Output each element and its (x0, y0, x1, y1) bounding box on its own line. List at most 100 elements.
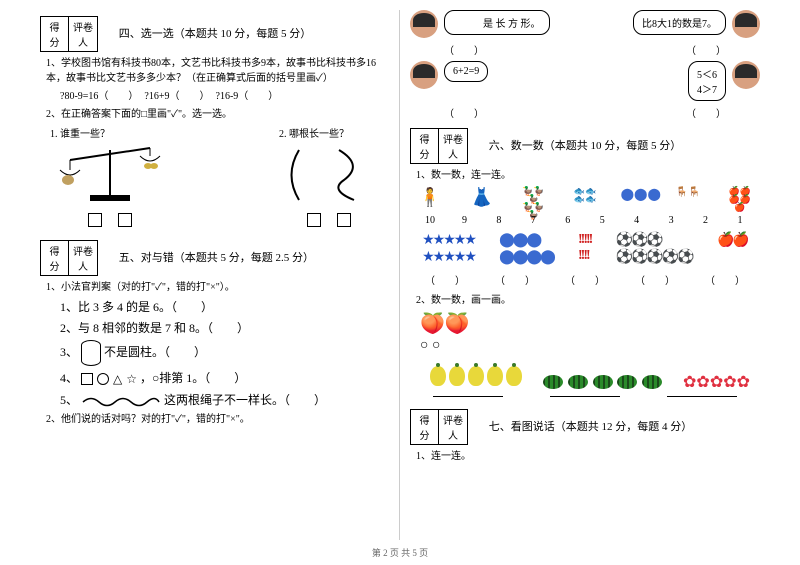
s5-s1: 1、比 3 多 4 的是 6。（ ） (60, 298, 389, 316)
watermelon-icon (568, 375, 588, 389)
paren-text: （ ） (444, 42, 484, 57)
paren-text: （ ） (565, 272, 605, 287)
score-box: 得分 评卷人 (40, 240, 98, 276)
watermelon-icon (642, 375, 662, 389)
blank-line[interactable] (550, 396, 620, 397)
watermelon-icon (617, 375, 637, 389)
s7-q1: 1、连一连。 (416, 449, 760, 464)
s4-opt1: ?80-9=16（ ） (60, 89, 138, 104)
paren-text: （ ） (425, 272, 465, 287)
speech-bubble-3: 6+2=9 (444, 61, 488, 82)
grader-label: 评卷人 (69, 241, 97, 275)
num: 1 (724, 215, 756, 226)
stars-group: ★★★★★★★★★★ (422, 232, 475, 266)
avatar-icon (410, 10, 438, 38)
circle-icon (97, 373, 109, 385)
fish-icon: 🐟🐟🐟🐟 (569, 187, 601, 211)
square-icon (81, 373, 93, 385)
section-5-header: 得分 评卷人 五、对与错（本题共 5 分，每题 2.5 分） (40, 240, 389, 276)
section-6-title: 六、数一数（本题共 10 分，每题 5 分） (489, 137, 682, 153)
circle-draw-row: ○ ○ (420, 338, 760, 354)
s5-q2-text: 2、他们说的话对吗？对的打"✓"，错的打"×"。 (46, 412, 389, 427)
soldier-icon: 🧍 (414, 187, 446, 211)
s5-s3-pre: 3、 (60, 345, 78, 359)
s5-s4: 4、 △ ☆ ，○排第 1。（ ） (60, 369, 389, 388)
speech-paren-1: （ ） （ ） (410, 42, 760, 57)
apple-group: 🍎🍎 (717, 232, 748, 266)
s6-q1: 1、数一数，连一连。 (416, 168, 760, 183)
count-numbers-row: 10 9 8 7 6 5 4 3 2 1 (410, 215, 760, 226)
checkbox[interactable] (88, 213, 102, 227)
checkbox[interactable] (118, 213, 132, 227)
speech-bubble-2: 比8大1的数是7。 (633, 10, 726, 35)
score-box: 得分 评卷人 (40, 16, 98, 52)
balance-compare: 1. 谁重一些？ 2. 哪根长一些？ (40, 125, 389, 230)
blank-line[interactable] (667, 396, 737, 397)
num: 7 (517, 215, 549, 226)
flowers-group: ✿✿✿✿✿ (683, 372, 750, 392)
avatar-icon (732, 10, 760, 38)
lemon-icon (506, 366, 522, 386)
speech-paren-2: （ ） （ ） (410, 105, 760, 120)
peach-row: 🍑🍑 (420, 311, 760, 336)
speech-bubble-4: 5＜6 4＞7 (688, 61, 726, 101)
s4-opt3: ?16-9（ ） (216, 89, 279, 104)
blank-line[interactable] (433, 396, 503, 397)
dress-icon: 👗 (466, 187, 498, 211)
section-7-title: 七、看图说话（本题共 12 分，每题 4 分） (489, 418, 693, 434)
cylinder-icon (81, 340, 101, 366)
s4-opt2: ?16+9（ ） (144, 89, 209, 104)
section-4-title: 四、选一选（本题共 10 分，每题 5 分） (119, 25, 312, 41)
paren-text: （ ） (686, 105, 726, 120)
s5-s3: 3、 不是圆柱。（ ） (60, 340, 389, 366)
s5-s5: 5、 这两根绳子不一样长。（ ） (60, 391, 389, 409)
score-label: 得分 (41, 241, 69, 275)
lemon-icon (430, 366, 446, 386)
count-groups-row: ★★★★★★★★★★ ⬤⬤⬤⬤⬤⬤⬤ !!!!!!!!! ⚽⚽⚽⚽⚽⚽⚽⚽ 🍎🍎 (410, 232, 760, 266)
speech-bubble-1: 是 长 方 形。 (444, 10, 550, 35)
balance-left: 1. 谁重一些？ (50, 125, 170, 230)
s5-s3-post: 不是圆柱。（ ） (104, 345, 206, 359)
underline-row (410, 396, 760, 397)
left-column: 得分 评卷人 四、选一选（本题共 10 分，每题 5 分） 1、学校图书馆有科技… (30, 10, 400, 540)
section-6-header: 得分 评卷人 六、数一数（本题共 10 分，每题 5 分） (410, 128, 760, 164)
s5-s4-pre: 4、 (60, 371, 78, 385)
flower-icon: ✿✿✿✿✿ (683, 374, 750, 391)
speech-row-2: 6+2=9 5＜6 4＞7 (410, 61, 760, 101)
section-5-title: 五、对与错（本题共 5 分，每题 2.5 分） (119, 249, 314, 265)
ropes-icon (279, 140, 379, 210)
section-7-header: 得分 评卷人 七、看图说话（本题共 12 分，每题 4 分） (410, 409, 760, 445)
balance-right: 2. 哪根长一些？ (279, 125, 379, 230)
wave-rope-icon (81, 395, 161, 409)
s5-s4-post: ，○排第 1。（ ） (140, 371, 246, 385)
avatar-icon (732, 61, 760, 89)
checkbox[interactable] (337, 213, 351, 227)
chairs-icon: 🪑🪑 (672, 187, 704, 211)
section-4-header: 得分 评卷人 四、选一选（本题共 10 分，每题 5 分） (40, 16, 389, 52)
checkbox[interactable] (307, 213, 321, 227)
score-label: 得分 (411, 129, 439, 163)
paren-text: （ ） (444, 105, 484, 120)
right-column: 是 长 方 形。 比8大1的数是7。 （ ） （ ） 6+2=9 5＜6 4＞7… (400, 10, 770, 540)
paren-text: （ ） (686, 42, 726, 57)
s5-s5-post: 这两根绳子不一样长。（ ） (164, 393, 326, 407)
count-paren-row: （ ） （ ） （ ） （ ） （ ） (410, 272, 760, 287)
s4-q1-text: 1、学校图书馆有科技书80本，文艺书比科技书多9本，故事书比科技书多16本，故事… (46, 56, 389, 86)
s6-q2: 2、数一数，画一画。 (416, 293, 760, 308)
speech-row-1: 是 长 方 形。 比8大1的数是7。 (410, 10, 760, 38)
paren-text: （ ） (705, 272, 745, 287)
score-box: 得分 评卷人 (410, 128, 468, 164)
s5-s2: 2、与 8 相邻的数是 7 和 8。（ ） (60, 319, 389, 337)
paren-text: （ ） (635, 272, 675, 287)
fruit-groups-row: ✿✿✿✿✿ (410, 360, 760, 392)
num: 5 (586, 215, 618, 226)
avatar-icon (410, 61, 438, 89)
score-label: 得分 (41, 17, 69, 51)
soccer-group: ⚽⚽⚽⚽⚽⚽⚽⚽ (616, 232, 693, 266)
num: 9 (448, 215, 480, 226)
lemons-group (430, 366, 522, 386)
count-images-row: 🧍 👗 🦆🦆🦆🦆🦆🦆 🐟🐟🐟🐟 ⬤⬤⬤ 🪑🪑 🍎🍎🍎🍎🍎 (410, 187, 760, 211)
watermelons-group (542, 375, 663, 392)
s5-s5-pre: 5、 (60, 393, 78, 407)
balance-q1-label: 1. 谁重一些？ (50, 125, 170, 140)
